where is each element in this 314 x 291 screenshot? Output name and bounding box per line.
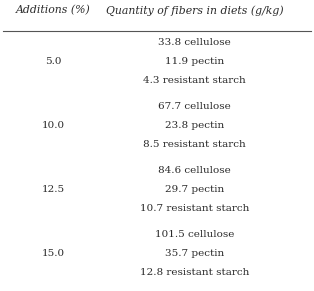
- Text: 5.0: 5.0: [45, 57, 62, 65]
- Text: 101.5 cellulose: 101.5 cellulose: [155, 230, 234, 239]
- Text: 35.7 pectin: 35.7 pectin: [165, 249, 224, 258]
- Text: 4.3 resistant starch: 4.3 resistant starch: [143, 76, 246, 84]
- Text: 33.8 cellulose: 33.8 cellulose: [158, 38, 231, 47]
- Text: 15.0: 15.0: [42, 249, 65, 258]
- Text: 67.7 cellulose: 67.7 cellulose: [158, 102, 231, 111]
- Text: 8.5 resistant starch: 8.5 resistant starch: [143, 140, 246, 148]
- Text: 12.8 resistant starch: 12.8 resistant starch: [140, 268, 249, 276]
- Text: Quantity of fibers in diets (g/kg): Quantity of fibers in diets (g/kg): [106, 5, 284, 15]
- Text: 23.8 pectin: 23.8 pectin: [165, 121, 224, 129]
- Text: 10.7 resistant starch: 10.7 resistant starch: [140, 204, 249, 212]
- Text: 10.0: 10.0: [42, 121, 65, 129]
- Text: 29.7 pectin: 29.7 pectin: [165, 185, 224, 194]
- Text: Additions (%): Additions (%): [16, 5, 91, 15]
- Text: 11.9 pectin: 11.9 pectin: [165, 57, 224, 65]
- Text: 12.5: 12.5: [42, 185, 65, 194]
- Text: 84.6 cellulose: 84.6 cellulose: [158, 166, 231, 175]
